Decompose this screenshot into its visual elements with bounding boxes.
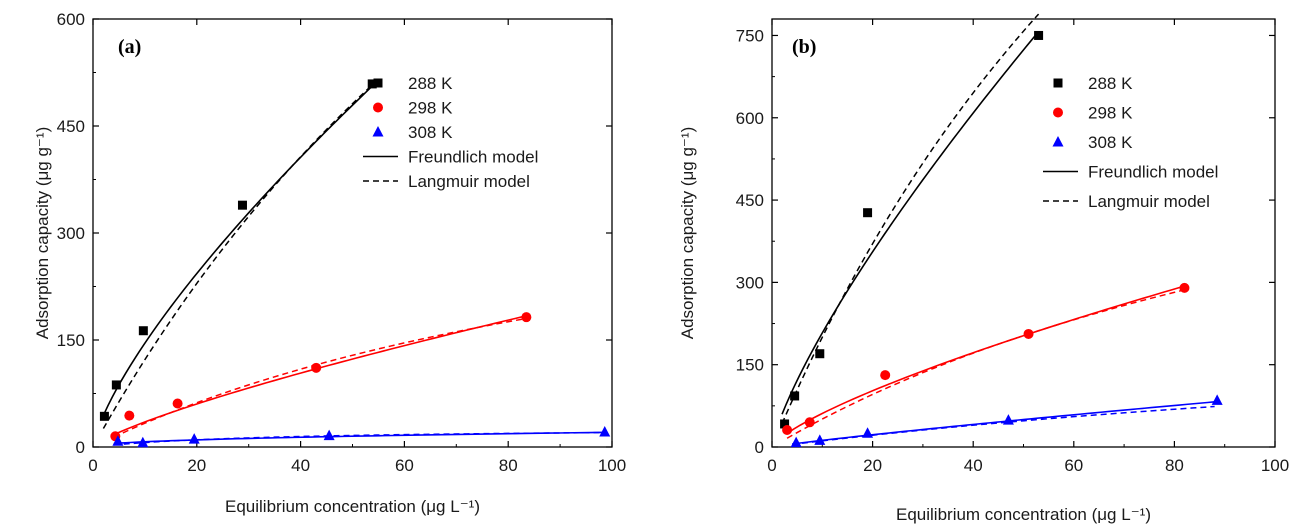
panel-b: 0 20 40 60 80 100 0 150 300 450 600 750 Equilibrium …: [678, 13, 1289, 524]
legend-label: Freundlich model: [408, 148, 538, 167]
legend-label: 298 K: [408, 99, 453, 118]
data-point-298k: [172, 398, 183, 409]
data-point-308k: [137, 436, 149, 448]
freundlich-fit-line: [102, 84, 374, 416]
data-point-288k: [111, 380, 121, 390]
data-point-308k: [599, 426, 611, 437]
x-tick-label: 20: [187, 456, 206, 475]
langmuir-fit-line: [113, 431, 607, 446]
data-point-298k: [521, 312, 532, 323]
plot-frame: [771, 18, 1276, 448]
y-axis-title: Adsorption capacity (μg g⁻¹): [678, 127, 697, 339]
x-axis-title: Equilibrium concentration (μg L⁻¹): [896, 505, 1151, 524]
freundlich-fit-line: [113, 431, 607, 445]
legend-label: Freundlich model: [1088, 163, 1218, 182]
freundlich-fit-line: [786, 285, 1185, 434]
legend-marker-298k: [1053, 107, 1063, 118]
data-point-298k: [1023, 328, 1034, 339]
x-tick-label: 0: [767, 456, 776, 475]
langmuir-fit-line: [792, 405, 1215, 446]
freundlich-fit-line: [781, 31, 1040, 415]
x-tick-label: 60: [395, 456, 414, 475]
legend-label: 288 K: [408, 74, 453, 93]
legend-label: Langmuir model: [1088, 192, 1210, 211]
panel-a: 0 20 40 60 80 100 0 150 300 450 600 Equilibrium con…: [33, 10, 626, 516]
x-tick-label: 0: [88, 456, 97, 475]
legend-label: 308 K: [408, 123, 453, 142]
x-tick-label: 40: [964, 456, 983, 475]
y-tick-label: 150: [736, 356, 764, 375]
y-tick-label: 450: [57, 117, 85, 136]
y-tick-label: 750: [736, 26, 764, 45]
freundlich-fit-line: [113, 314, 530, 436]
data-point-308k: [814, 434, 826, 445]
y-axis-title: Adsorption capacity (μg g⁻¹): [33, 127, 52, 339]
y-tick-label: 450: [736, 191, 764, 210]
data-point-298k: [880, 370, 891, 381]
x-axis-title: Equilibrium concentration (μg L⁻¹): [225, 497, 480, 516]
x-tick-label: 80: [499, 456, 518, 475]
x-tick-label: 100: [598, 456, 626, 475]
data-point-288k: [780, 419, 790, 429]
data-point-308k: [112, 435, 124, 446]
data-point-308k: [790, 436, 802, 448]
x-tick-label: 100: [1261, 456, 1289, 475]
plot-frame: [92, 18, 613, 448]
data-point-308k: [862, 427, 874, 438]
data-point-288k: [1034, 30, 1044, 40]
x-tick-label: 80: [1165, 456, 1184, 475]
langmuir-fit-line: [113, 317, 530, 438]
y-tick-label: 300: [736, 273, 764, 292]
legend-label: Langmuir model: [408, 172, 530, 191]
legend-marker-308k: [1052, 136, 1064, 147]
y-tick-label: 150: [57, 331, 85, 350]
y-tick-label: 300: [57, 224, 85, 243]
y-tick-label: 0: [76, 438, 85, 457]
legend-label: 298 K: [1088, 104, 1133, 123]
data-point-288k: [99, 411, 109, 421]
data-point-288k: [367, 79, 377, 89]
data-point-288k: [815, 349, 825, 359]
legend-label: 308 K: [1088, 133, 1133, 152]
legend: 288 K 298 K 308 K Freundlich model Langmuir …: [363, 74, 538, 191]
legend-label: 288 K: [1088, 74, 1133, 93]
legend-marker-288k: [373, 78, 383, 88]
data-point-298k: [1179, 282, 1190, 293]
panel-label: (b): [792, 36, 816, 58]
langmuir-fit-line: [781, 13, 1040, 424]
legend-marker-308k: [372, 126, 384, 137]
data-point-298k: [124, 410, 135, 421]
data-point-298k: [804, 417, 815, 428]
data-point-288k: [237, 200, 247, 210]
y-tick-label: 0: [755, 438, 764, 457]
data-point-308k: [1002, 414, 1014, 425]
legend: 288 K 298 K 308 K Freundlich model Langmuir …: [1043, 74, 1218, 211]
x-tick-label: 40: [291, 456, 310, 475]
y-tick-label: 600: [57, 10, 85, 29]
data-point-308k: [323, 429, 335, 441]
data-point-288k: [863, 208, 873, 218]
data-point-288k: [790, 391, 800, 401]
data-point-308k: [188, 433, 200, 444]
langmuir-fit-line: [786, 289, 1185, 439]
panel-label: (a): [118, 36, 141, 58]
data-point-298k: [782, 424, 793, 435]
legend-marker-288k: [1053, 78, 1063, 88]
x-tick-label: 20: [863, 456, 882, 475]
x-tick-label: 60: [1064, 456, 1083, 475]
data-point-308k: [1211, 394, 1223, 405]
data-point-288k: [138, 326, 148, 336]
y-tick-label: 600: [736, 109, 764, 128]
legend-marker-298k: [373, 102, 383, 113]
data-point-298k: [311, 362, 322, 373]
langmuir-fit-line: [102, 83, 374, 429]
